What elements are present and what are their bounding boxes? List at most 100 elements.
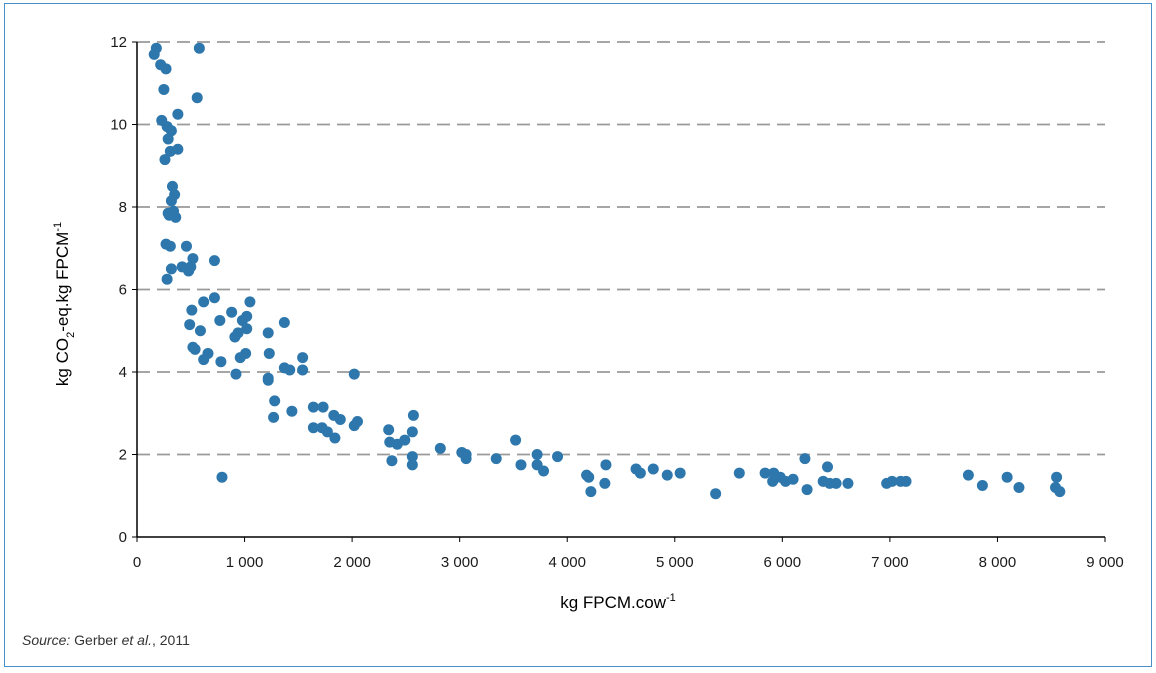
data-point	[710, 488, 722, 500]
x-tick-label: 5 000	[656, 554, 694, 571]
data-point	[166, 180, 178, 192]
data-point	[297, 352, 309, 364]
x-tick-label: 6 000	[764, 554, 802, 571]
y-axis-title: kg CO2-eq.kg FPCM-1	[52, 222, 77, 386]
x-tick-label: 1 000	[226, 554, 264, 571]
data-point	[799, 453, 811, 465]
data-point	[161, 273, 173, 285]
data-point	[674, 467, 686, 479]
x-tick-label: 9 000	[1086, 554, 1124, 571]
data-point	[160, 63, 172, 75]
data-point	[263, 347, 275, 359]
data-point	[307, 401, 319, 413]
data-point	[585, 486, 597, 498]
y-tick-labels: 0 2 4 6 8 10 12	[110, 34, 137, 546]
y-tick-label: 2	[119, 447, 127, 464]
data-point	[329, 432, 341, 444]
data-point	[208, 292, 220, 304]
data-point	[148, 48, 160, 60]
data-point	[165, 195, 177, 207]
data-point	[268, 411, 280, 423]
data-point	[193, 42, 205, 54]
data-point	[801, 484, 813, 496]
source-label: Source:	[22, 632, 71, 648]
data-point	[184, 319, 196, 331]
data-point	[241, 323, 253, 335]
y-tick-label: 12	[110, 34, 127, 51]
data-point	[600, 459, 612, 471]
data-point	[214, 314, 226, 326]
data-point	[158, 83, 170, 95]
data-point	[236, 314, 248, 326]
data-point	[262, 374, 274, 386]
data-point	[733, 467, 745, 479]
data-point	[269, 395, 281, 407]
data-point	[187, 253, 199, 265]
data-point	[164, 145, 176, 157]
data-point	[284, 364, 296, 376]
y-tick-label: 0	[119, 529, 127, 546]
data-point	[767, 475, 779, 487]
data-point	[165, 125, 177, 137]
data-point	[824, 477, 836, 489]
x-tick-label: 2 000	[333, 554, 371, 571]
y-tick-label: 6	[119, 282, 127, 299]
data-point	[900, 475, 912, 487]
data-point	[317, 401, 329, 413]
data-point	[334, 413, 346, 425]
y-tick-label: 4	[119, 364, 127, 381]
data-point	[1013, 482, 1025, 493]
data-point	[162, 133, 174, 145]
data-point	[552, 451, 564, 463]
data-point	[383, 424, 395, 436]
data-point	[460, 453, 472, 465]
data-point	[189, 343, 201, 355]
y-tick-label: 8	[119, 199, 127, 216]
data-point	[1054, 486, 1066, 498]
data-point	[822, 461, 834, 473]
data-point	[191, 92, 203, 104]
chart-frame: 0 2 4 6 8 10 12 0 1 000 2 000 3 000 4 000 5 000 6 00…	[4, 3, 1152, 667]
data-point	[262, 327, 274, 339]
data-point	[208, 255, 220, 267]
data-point	[515, 459, 527, 471]
data-point	[286, 405, 298, 417]
source-authors: Gerber	[74, 632, 118, 648]
data-point	[780, 475, 792, 487]
data-point	[406, 451, 418, 463]
scatter-chart: 0 2 4 6 8 10 12 0 1 000 2 000 3 000 4 000 5 000 6 00…	[52, 34, 1124, 612]
data-point	[198, 354, 210, 366]
data-point	[164, 240, 176, 252]
data-points	[148, 42, 1066, 500]
x-tick-label: 8 000	[979, 554, 1017, 571]
x-axis-title: kg FPCM.cow-1	[560, 592, 676, 612]
data-point	[163, 209, 175, 221]
gridlines	[137, 41, 1105, 456]
data-point	[386, 455, 398, 467]
data-point	[215, 356, 227, 368]
data-point	[842, 477, 854, 489]
data-point	[180, 240, 192, 252]
data-point	[510, 434, 522, 446]
source-note: Source: Gerber et al., 2011	[22, 632, 190, 648]
data-point	[490, 453, 502, 465]
data-point	[198, 296, 210, 308]
source-year: , 2011	[151, 632, 190, 648]
data-point	[186, 304, 198, 316]
data-point	[307, 422, 319, 434]
data-point	[407, 409, 419, 421]
data-point	[583, 471, 595, 483]
data-point	[531, 449, 543, 460]
x-tick-label: 7 000	[871, 554, 909, 571]
data-point	[159, 154, 171, 166]
x-tick-label: 0	[133, 554, 141, 571]
data-point	[226, 306, 238, 318]
data-point	[229, 331, 241, 343]
data-point	[183, 265, 195, 277]
y-tick-label: 10	[110, 117, 127, 134]
data-point	[230, 368, 242, 380]
data-point	[165, 263, 177, 275]
data-point	[1051, 471, 1063, 483]
data-point	[759, 467, 771, 479]
data-point	[234, 352, 246, 364]
